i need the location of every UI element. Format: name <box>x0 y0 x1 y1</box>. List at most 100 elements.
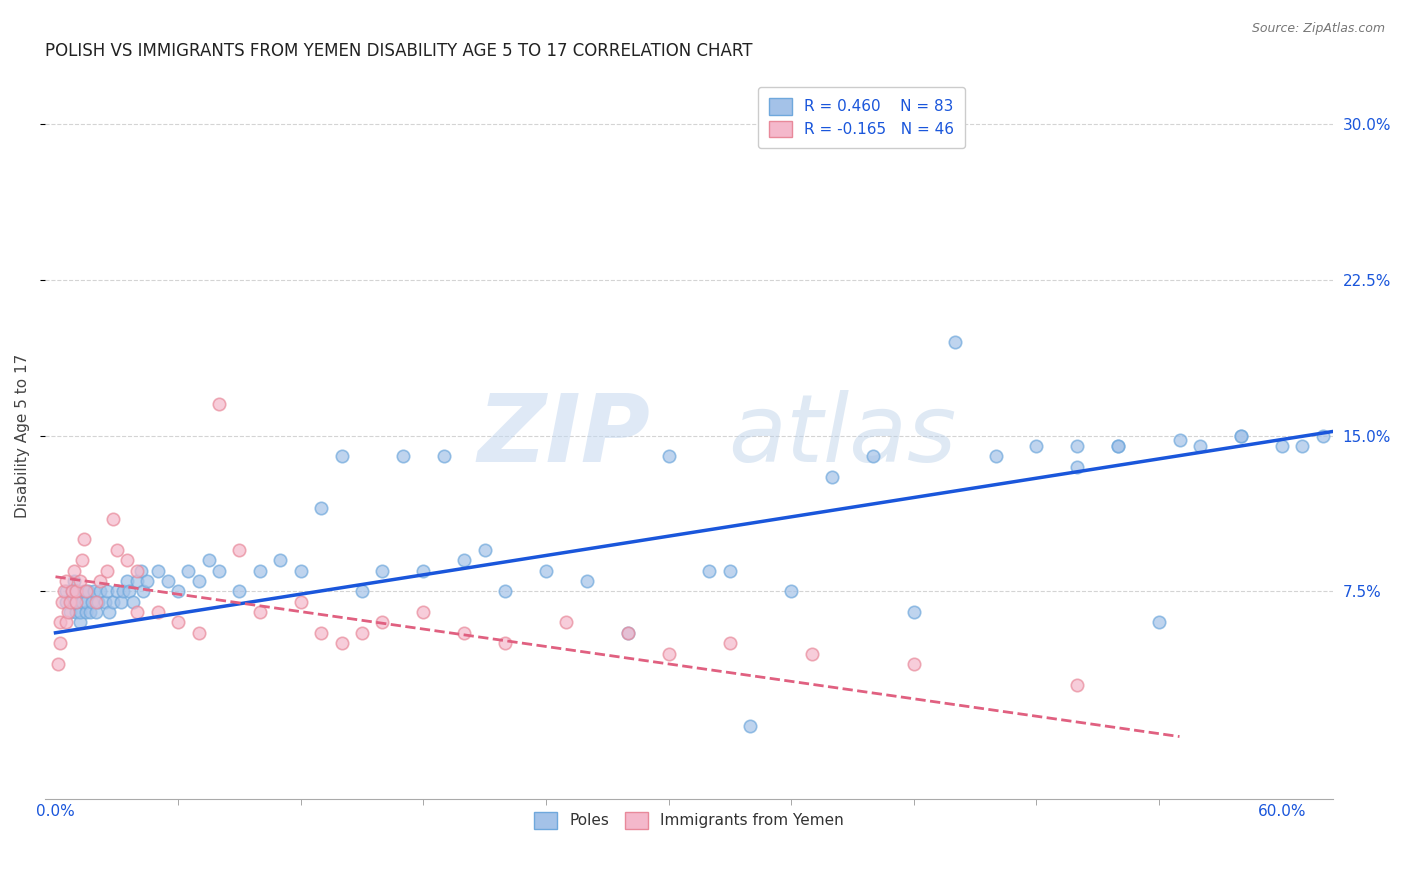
Point <box>87 595 110 609</box>
Point <box>1230 428 1253 442</box>
Point <box>249 605 271 619</box>
Point <box>187 625 209 640</box>
Point <box>330 450 353 464</box>
Point <box>60 584 83 599</box>
Point <box>146 564 169 578</box>
Point <box>73 533 96 547</box>
Point <box>1066 439 1088 453</box>
Point <box>658 450 681 464</box>
Point <box>984 450 1007 464</box>
Point <box>371 615 394 630</box>
Point <box>534 564 557 578</box>
Point <box>249 564 271 578</box>
Point <box>146 605 169 619</box>
Point <box>65 595 87 609</box>
Point <box>75 584 97 599</box>
Point <box>208 564 231 578</box>
Point <box>86 595 108 609</box>
Point <box>1066 678 1088 692</box>
Point <box>821 470 844 484</box>
Point <box>65 584 87 599</box>
Point <box>75 605 97 619</box>
Point <box>575 574 598 588</box>
Text: Source: ZipAtlas.com: Source: ZipAtlas.com <box>1251 22 1385 36</box>
Point <box>101 595 124 609</box>
Point <box>290 595 312 609</box>
Point <box>101 511 124 525</box>
Point <box>1312 428 1334 442</box>
Point <box>453 625 475 640</box>
Point <box>197 553 219 567</box>
Point <box>63 574 86 588</box>
Point <box>127 574 149 588</box>
Point <box>59 595 82 609</box>
Point <box>555 615 578 630</box>
Point <box>127 564 149 578</box>
Point <box>46 657 69 671</box>
Point <box>494 636 516 650</box>
Point <box>156 574 179 588</box>
Point <box>55 584 77 599</box>
Text: atlas: atlas <box>728 390 956 481</box>
Point <box>75 595 97 609</box>
Point <box>79 605 101 619</box>
Point <box>1107 439 1129 453</box>
Point <box>392 450 415 464</box>
Point <box>1107 439 1129 453</box>
Point <box>1230 428 1253 442</box>
Point <box>1066 459 1088 474</box>
Point <box>60 584 83 599</box>
Point <box>208 397 231 411</box>
Point <box>70 553 93 567</box>
Point <box>52 584 75 599</box>
Point <box>127 605 149 619</box>
Point <box>105 542 128 557</box>
Point <box>65 605 87 619</box>
Point <box>59 605 82 619</box>
Point <box>65 584 87 599</box>
Point <box>1271 439 1294 453</box>
Point <box>69 615 91 630</box>
Point <box>616 625 638 640</box>
Point <box>350 625 373 640</box>
Point <box>83 584 105 599</box>
Point <box>453 553 475 567</box>
Y-axis label: Disability Age 5 to 17: Disability Age 5 to 17 <box>15 353 30 517</box>
Point <box>69 605 91 619</box>
Point <box>903 605 925 619</box>
Point <box>177 564 200 578</box>
Point <box>96 584 118 599</box>
Point <box>63 564 86 578</box>
Point <box>48 615 70 630</box>
Point <box>60 595 83 609</box>
Point <box>1188 439 1211 453</box>
Point <box>86 605 108 619</box>
Point <box>290 564 312 578</box>
Text: POLISH VS IMMIGRANTS FROM YEMEN DISABILITY AGE 5 TO 17 CORRELATION CHART: POLISH VS IMMIGRANTS FROM YEMEN DISABILI… <box>45 42 752 60</box>
Point <box>1291 439 1313 453</box>
Point <box>1168 433 1191 447</box>
Point <box>330 636 353 650</box>
Point <box>616 625 638 640</box>
Point <box>89 574 111 588</box>
Point <box>862 450 884 464</box>
Point <box>350 584 373 599</box>
Point <box>658 647 681 661</box>
Point <box>97 605 120 619</box>
Point <box>55 595 77 609</box>
Point <box>115 574 138 588</box>
Point <box>73 584 96 599</box>
Point <box>412 605 434 619</box>
Point <box>800 647 823 661</box>
Point <box>187 574 209 588</box>
Point <box>96 564 118 578</box>
Point <box>55 615 77 630</box>
Point <box>371 564 394 578</box>
Point <box>903 657 925 671</box>
Text: ZIP: ZIP <box>478 390 651 482</box>
Point <box>309 625 332 640</box>
Point <box>132 584 155 599</box>
Point <box>1147 615 1170 630</box>
Point <box>118 584 141 599</box>
Point <box>780 584 803 599</box>
